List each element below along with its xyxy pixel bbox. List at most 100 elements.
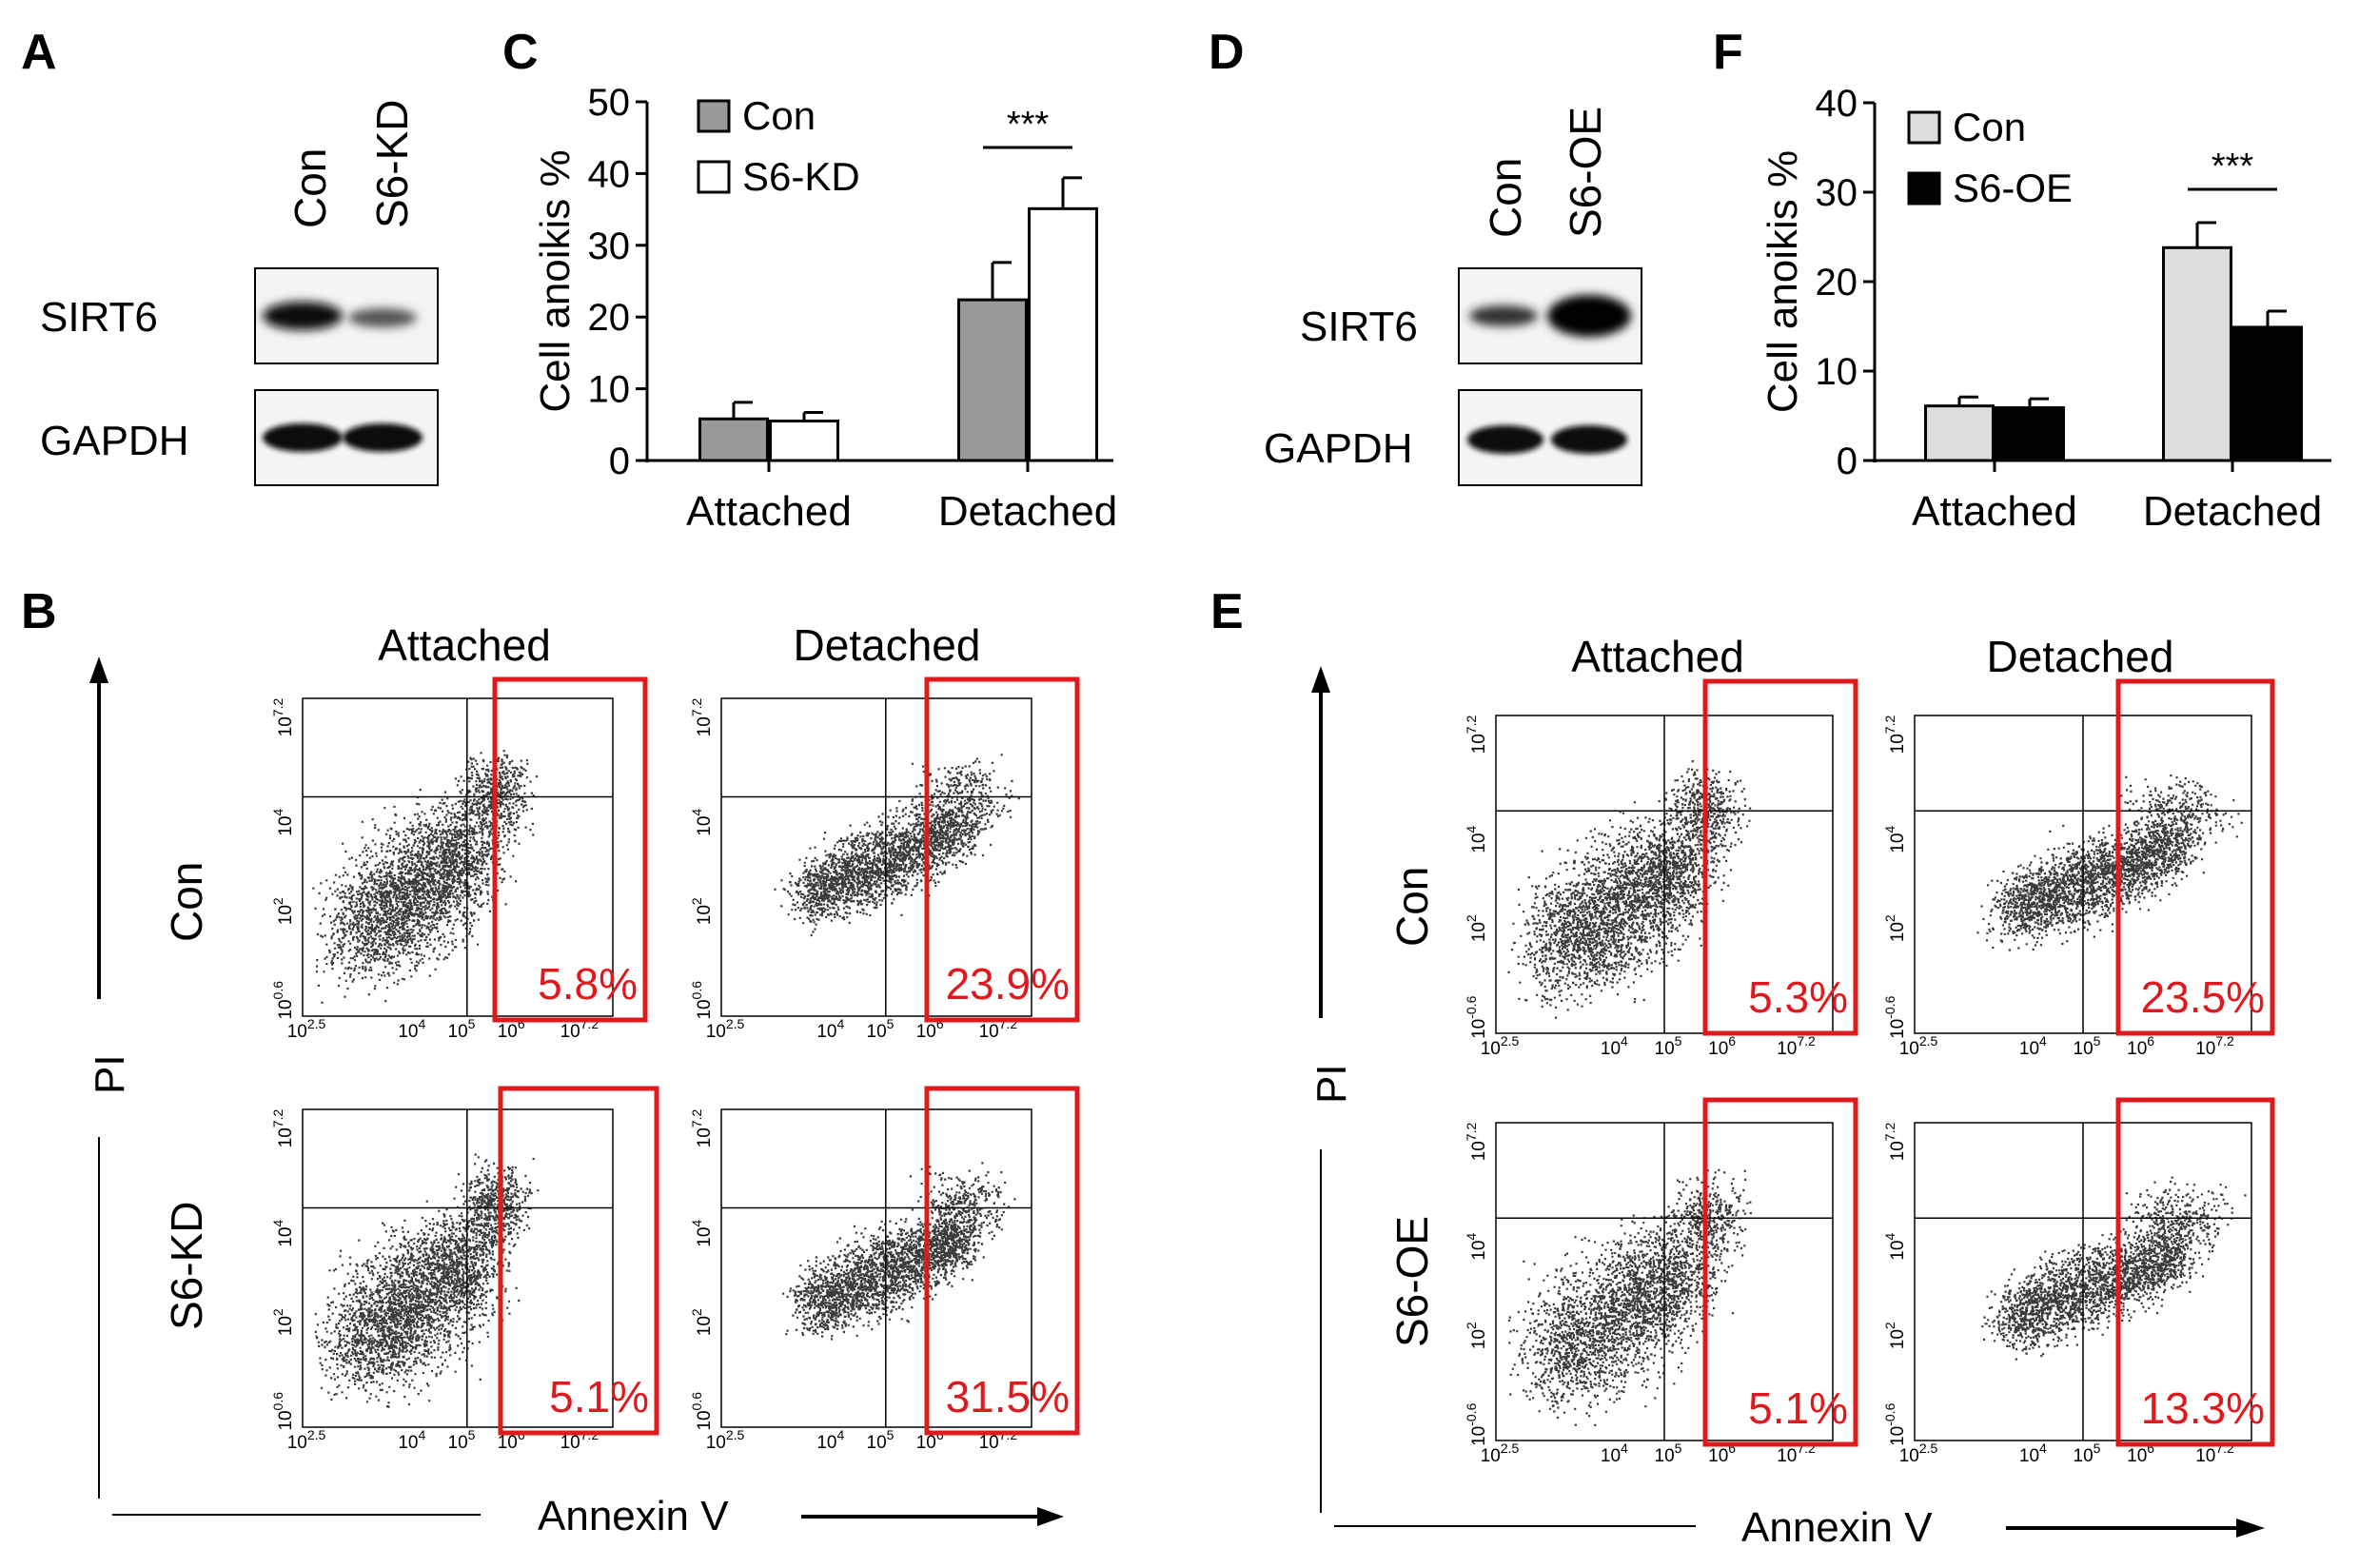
y-tick-label: 10-0.6 — [1882, 1402, 1908, 1445]
y-tick-label: 40 — [1816, 83, 1858, 125]
significance-label: *** — [1007, 105, 1050, 145]
y-tick-label: 107.2 — [1882, 1123, 1908, 1162]
x-tick-label: 104 — [816, 1016, 844, 1042]
y-tick-label: 104 — [689, 809, 715, 836]
y-tick-label: 10-0.6 — [1882, 995, 1908, 1038]
y-tick-label: 107.2 — [1464, 1123, 1489, 1162]
y-tick-label: 104 — [270, 809, 296, 836]
scatter-points — [1976, 774, 2243, 951]
protein-label-sirt6: SIRT6 — [40, 294, 158, 341]
x-tick-label: 106 — [2127, 1441, 2154, 1466]
y-tick-label: 100.6 — [270, 981, 296, 1020]
lane-label-s6kd: S6-KD — [367, 100, 417, 228]
y-tick-label: 100.6 — [689, 1392, 715, 1431]
x-tick-label: 102.5 — [1899, 1441, 1938, 1466]
scatter-points — [1507, 1168, 1752, 1426]
legend-label: S6-KD — [742, 154, 860, 199]
x-tick-label: 104 — [1601, 1033, 1628, 1059]
scatter-points — [1981, 1176, 2247, 1361]
x-tick-label: 102.5 — [287, 1427, 326, 1453]
x-tick-label: 105 — [2074, 1033, 2101, 1059]
bar — [1995, 406, 2065, 462]
y-tick-label: 104 — [689, 1220, 715, 1247]
x-tick-label: 105 — [448, 1016, 476, 1042]
y-tick-label: 107.2 — [689, 698, 715, 737]
blot-kd: Con S6-KD SIRT6 GAPDH — [40, 100, 439, 486]
band-sirt6-con — [263, 302, 343, 330]
y-tick-label: 30 — [1816, 172, 1858, 214]
x-tick-label: 102.5 — [1481, 1441, 1520, 1466]
x-tick-label: Attached — [686, 488, 852, 535]
flow-plot: 102.5 104 105 106 107.210-0.6102104107.213.3… — [1882, 1097, 2275, 1466]
y-tick-label: 50 — [588, 82, 631, 124]
plot-frame — [720, 697, 1032, 1017]
y-axis-title: Cell anoikis % — [532, 149, 579, 412]
panel-label-a: A — [21, 25, 57, 80]
y-tick-label: 102 — [689, 1308, 715, 1336]
highlight-gate-box — [498, 1086, 659, 1436]
x-tick-label: 102.5 — [706, 1016, 745, 1042]
panel-label-d: D — [1209, 25, 1245, 80]
flow-b-col-title-detached: Detached — [794, 620, 981, 670]
flow-e-row-label-s6oe: S6-OE — [1387, 1216, 1437, 1347]
scatter-points — [782, 1162, 1016, 1341]
percentage-label: 5.8% — [538, 959, 638, 1009]
band-sirt6-kd — [348, 308, 417, 327]
protein-label-gapdh: GAPDH — [40, 418, 188, 464]
bar — [2162, 245, 2232, 462]
flow-plots: 102.5 104 105 106 107.2 100.6 102 104 107.2 5.8% 1… — [270, 676, 2275, 1466]
flow-e-col-title-attached: Attached — [1571, 632, 1744, 681]
highlight-gate-box — [2115, 678, 2275, 1036]
x-tick-label: 105 — [448, 1427, 476, 1453]
y-tick-label: 40 — [588, 153, 631, 195]
x-tick-label: 106 — [916, 1016, 944, 1042]
x-tick-label: 105 — [2074, 1441, 2101, 1466]
flow-b-col-title-attached: Attached — [378, 620, 551, 670]
percentage-label: 23.9% — [946, 959, 1070, 1009]
lane-label-con-oe: Con — [1481, 158, 1530, 238]
x-tick-label: 104 — [816, 1427, 844, 1453]
x-tick-label: Detached — [2143, 488, 2322, 535]
plot-frame — [302, 697, 614, 1017]
band-gapdh-oe-con — [1467, 425, 1543, 454]
y-tick-label: 10-0.6 — [1464, 995, 1489, 1038]
y-tick-label: 107.2 — [689, 1109, 715, 1148]
protein-label-sirt6-oe: SIRT6 — [1300, 304, 1418, 350]
protein-label-gapdh-oe: GAPDH — [1264, 425, 1412, 472]
scatter-points — [774, 754, 1020, 937]
y-tick-label: 102 — [270, 897, 296, 925]
y-tick-label: 107.2 — [270, 698, 296, 737]
x-tick-label: 107.2 — [1777, 1033, 1816, 1059]
y-tick-label: 104 — [1464, 826, 1489, 853]
y-tick-label: 102 — [689, 897, 715, 925]
bar — [698, 417, 769, 462]
x-tick-label: 104 — [1601, 1441, 1628, 1466]
flow-panel-b: Attached Detached Con S6-KD PI Annexin V — [87, 620, 1064, 1539]
flow-e-annexin-arrowhead — [2236, 1519, 2265, 1538]
bar — [957, 298, 1028, 462]
y-tick-label: 102 — [1882, 1322, 1908, 1349]
flow-b-row-label-con: Con — [162, 862, 211, 942]
bar — [1924, 404, 1995, 462]
flow-e-annexin-label: Annexin V — [1741, 1504, 1933, 1551]
y-tick-label: 30 — [588, 225, 631, 267]
flow-b-pi-arrowhead — [89, 657, 108, 683]
panel-label-f: F — [1713, 25, 1743, 80]
y-tick-label: 102 — [270, 1308, 296, 1336]
y-tick-label: 107.2 — [1882, 715, 1908, 755]
x-tick-label: Detached — [938, 488, 1117, 535]
y-tick-label: 10 — [1816, 351, 1858, 393]
flow-e-row-label-con: Con — [1387, 867, 1437, 947]
percentage-label: 5.3% — [1748, 972, 1848, 1022]
y-axis-title: Cell anoikis % — [1759, 150, 1806, 413]
band-gapdh-kd — [343, 423, 423, 452]
y-tick-label: 100.6 — [270, 1392, 296, 1431]
legend-swatch — [1907, 171, 1941, 206]
x-tick-label: 105 — [867, 1016, 894, 1042]
y-tick-label: 20 — [1816, 262, 1858, 304]
x-tick-label: 106 — [498, 1016, 525, 1042]
